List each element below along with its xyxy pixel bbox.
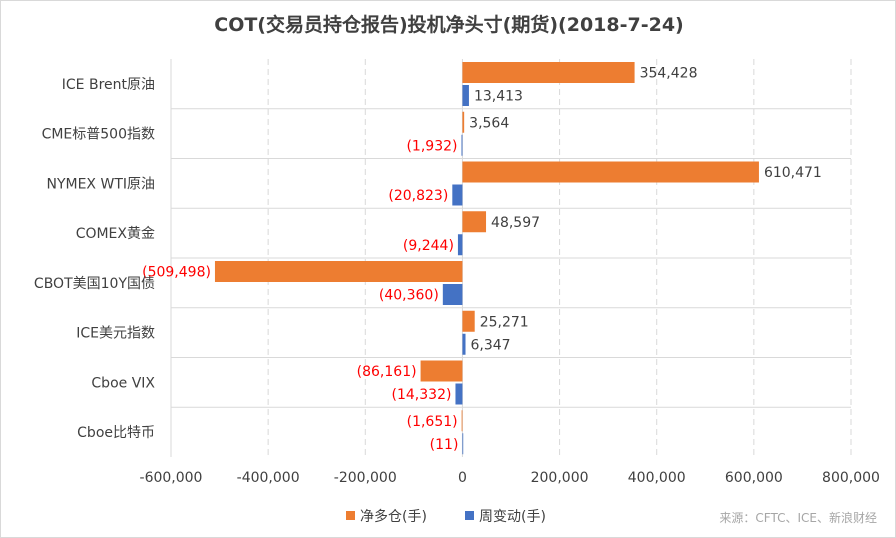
- bar-net-long: [462, 310, 475, 332]
- x-tick-label: 400,000: [628, 470, 686, 486]
- legend: 净多仓(手) 周变动(手): [346, 508, 546, 525]
- bar-weekly-change: [462, 85, 469, 106]
- data-label: 13,413: [474, 89, 523, 105]
- data-label: (20,823): [388, 188, 448, 204]
- bar-weekly-change: [462, 333, 466, 355]
- legend-swatch-weekly-change: [465, 511, 474, 520]
- bar-weekly-change: [442, 284, 463, 305]
- data-label: (11): [430, 437, 459, 453]
- bar-weekly-change: [457, 234, 463, 256]
- data-label: 6,347: [471, 337, 511, 353]
- bar-weekly-change: [462, 433, 464, 455]
- data-label: (9,244): [403, 238, 454, 254]
- data-label: 3,564: [469, 115, 509, 131]
- bar-net-long: [462, 211, 487, 233]
- legend-label-weekly-change: 周变动(手): [479, 509, 546, 525]
- data-label: 48,597: [491, 215, 540, 231]
- data-labels: 354,428 3,564 610,471 48,597 (509,498) 25,271…: [142, 66, 822, 453]
- data-label: (14,332): [392, 387, 452, 403]
- category-labels: ICE Brent原油 CME标普500指数 NYMEX WTI原油 COMEX黄金 C…: [34, 77, 155, 441]
- category-label: COMEX黄金: [76, 225, 155, 242]
- data-label: 354,428: [640, 66, 698, 82]
- bar-net-long: [420, 360, 463, 382]
- x-tick-labels: -600,000 -400,000 -200,000 0 200,000 400,000 6…: [140, 470, 880, 486]
- data-label: (86,161): [357, 364, 417, 380]
- bar-net-long: [462, 111, 465, 133]
- x-tick-label: 0: [458, 470, 467, 486]
- bar-net-long: [214, 261, 463, 282]
- data-label: 25,271: [480, 314, 529, 330]
- bar-weekly-change: [455, 383, 463, 405]
- category-label: CBOT美国10Y国债: [34, 276, 155, 292]
- bar-weekly-change: [452, 184, 463, 206]
- source-note: 来源：CFTC、ICE、新浪财经: [719, 510, 877, 525]
- x-tick-label: -600,000: [140, 470, 203, 486]
- category-label: Cboe比特币: [77, 425, 155, 441]
- legend-swatch-net-long: [346, 511, 355, 520]
- category-label: ICE美元指数: [76, 326, 155, 342]
- data-label: 610,471: [764, 165, 822, 181]
- data-label: (1,932): [406, 138, 457, 154]
- x-tick-label: 800,000: [822, 470, 880, 486]
- x-tick-label: -400,000: [237, 470, 300, 486]
- x-tick-label: -200,000: [334, 470, 397, 486]
- category-label: CME标普500指数: [42, 127, 155, 143]
- category-label: NYMEX WTI原油: [46, 176, 155, 192]
- x-tick-label: 600,000: [725, 470, 783, 486]
- bars: [214, 62, 759, 455]
- bar-net-long: [462, 62, 635, 83]
- x-tick-label: 200,000: [531, 470, 589, 486]
- category-label: ICE Brent原油: [62, 77, 155, 93]
- chart-title: COT(交易员持仓报告)投机净头寸(期货)(2018-7-24): [214, 13, 683, 36]
- bar-net-long: [461, 410, 463, 432]
- data-label: (1,651): [407, 414, 458, 430]
- category-separators: [170, 59, 851, 457]
- data-label: (40,360): [379, 288, 439, 304]
- bar-weekly-change: [461, 134, 463, 156]
- category-label: Cboe VIX: [91, 375, 155, 391]
- data-label: (509,498): [142, 265, 211, 281]
- bar-net-long: [462, 161, 759, 183]
- legend-label-net-long: 净多仓(手): [360, 508, 427, 525]
